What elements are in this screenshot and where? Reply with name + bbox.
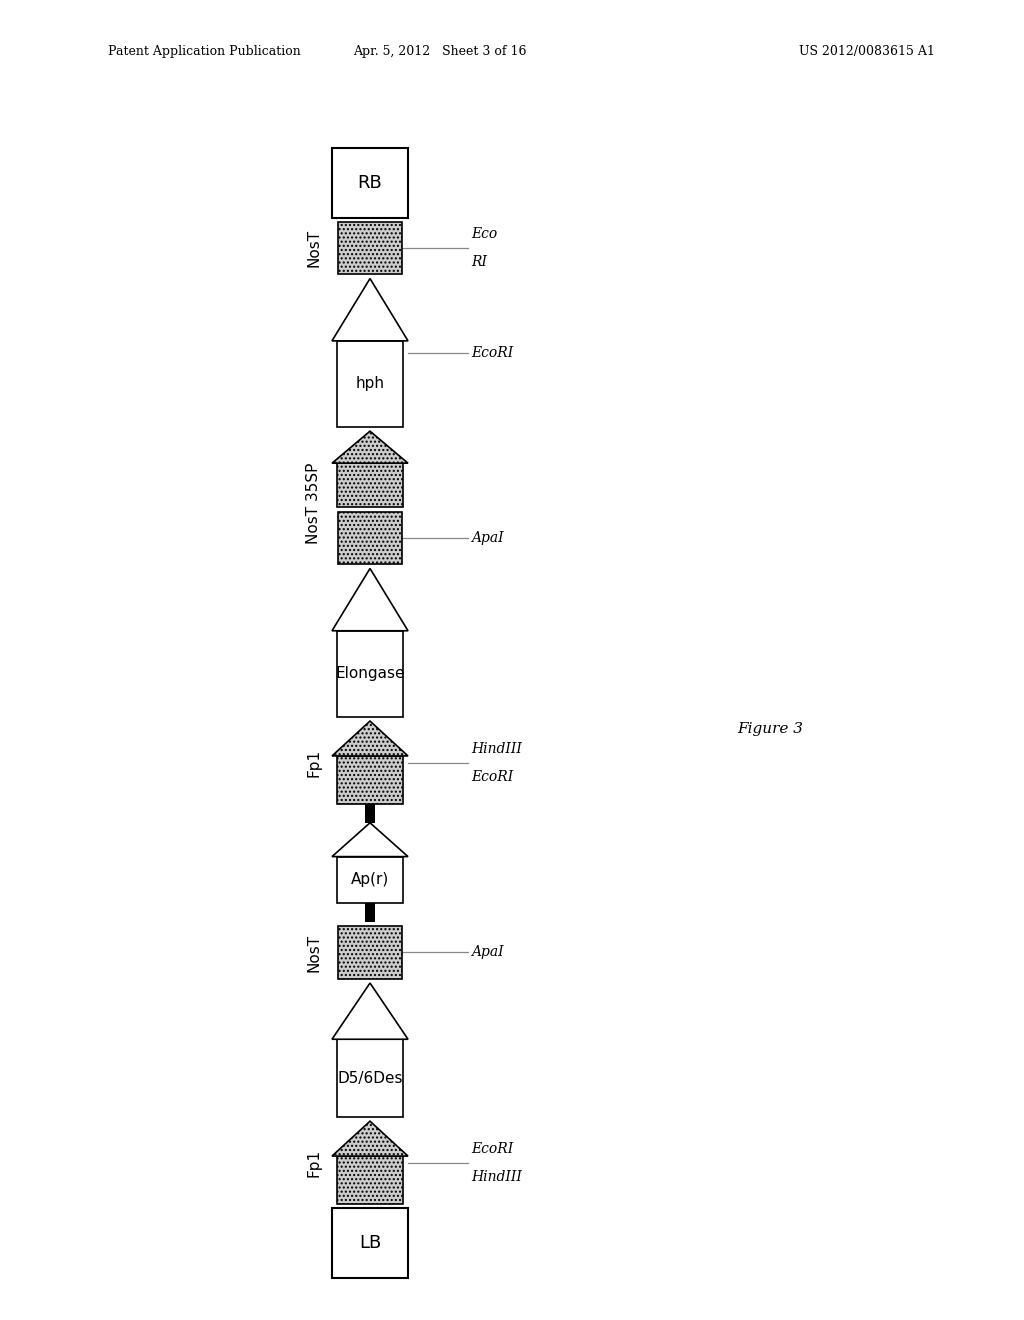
Text: ApaI: ApaI [471, 945, 504, 960]
Text: US 2012/0083615 A1: US 2012/0083615 A1 [799, 45, 935, 58]
Text: Fp1: Fp1 [306, 748, 322, 776]
Text: LB: LB [358, 1234, 381, 1253]
Text: Fp1: Fp1 [306, 1148, 322, 1176]
Bar [337, 756, 403, 804]
Bar [337, 463, 403, 507]
Text: D5/6Des: D5/6Des [337, 1071, 402, 1085]
Polygon shape [332, 569, 408, 631]
Polygon shape [332, 983, 408, 1039]
Text: HindIII: HindIII [471, 1170, 522, 1184]
Bar [337, 857, 403, 903]
Polygon shape [332, 721, 408, 756]
Text: NosT: NosT [306, 933, 322, 972]
Bar [338, 512, 402, 564]
Text: Eco: Eco [471, 227, 498, 242]
Bar [338, 927, 402, 978]
Text: Ap(r): Ap(r) [351, 873, 389, 887]
Text: hph: hph [355, 376, 384, 391]
Bar [365, 903, 375, 921]
Polygon shape [332, 1121, 408, 1156]
Text: Figure 3: Figure 3 [737, 722, 803, 735]
Text: Apr. 5, 2012   Sheet 3 of 16: Apr. 5, 2012 Sheet 3 of 16 [353, 45, 527, 58]
Bar [337, 631, 403, 717]
Text: RI: RI [471, 255, 487, 269]
Bar [337, 1156, 403, 1204]
Text: EcoRI: EcoRI [471, 770, 513, 784]
Text: ApaI: ApaI [471, 531, 504, 545]
Bar [332, 1209, 408, 1278]
Text: Patent Application Publication: Patent Application Publication [108, 45, 300, 58]
Text: NosT: NosT [306, 228, 322, 267]
Text: HindIII: HindIII [471, 742, 522, 755]
Bar [365, 804, 375, 822]
Text: NosT 35SP: NosT 35SP [306, 463, 322, 544]
Polygon shape [332, 279, 408, 341]
Text: EcoRI: EcoRI [471, 346, 513, 360]
Polygon shape [332, 822, 408, 857]
Text: EcoRI: EcoRI [471, 1142, 513, 1156]
Bar [337, 1039, 403, 1117]
Text: RB: RB [357, 174, 382, 191]
Bar [332, 148, 408, 218]
Bar [338, 222, 402, 275]
Text: Elongase: Elongase [335, 667, 404, 681]
Polygon shape [332, 432, 408, 463]
Bar [337, 341, 403, 426]
